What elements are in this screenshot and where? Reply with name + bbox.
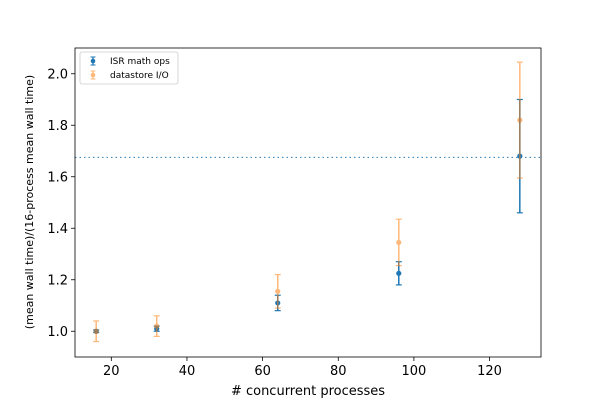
x-tick-label: 100 [401, 364, 426, 379]
y-axis-label: (mean wall time)/(16-process mean wall t… [23, 75, 36, 329]
legend-dot [90, 72, 96, 78]
x-tick-label: 60 [254, 364, 271, 379]
y-tick-label: 1.2 [47, 273, 68, 288]
data-point [517, 117, 523, 123]
x-axis-ticks: 20 40 60 80 100 120 [103, 357, 502, 379]
legend-entries: ISR math ops datastore I/O [90, 56, 170, 81]
legend-marker [90, 70, 96, 80]
series-layer [93, 61, 523, 343]
data-point [154, 323, 160, 329]
legend-marker [90, 56, 96, 66]
plot-frame [74, 47, 542, 358]
y-tick-label: 1.8 [47, 119, 68, 134]
x-tick-label: 120 [477, 364, 502, 379]
legend: ISR math ops datastore I/O [79, 51, 179, 85]
data-point [93, 328, 99, 334]
y-tick-label: 1.0 [47, 325, 68, 340]
legend-label: ISR math ops [110, 57, 170, 67]
data-point [396, 270, 402, 276]
data-point [396, 239, 402, 246]
y-axis-ticks: 1.0 1.2 1.4 1.6 1.8 2.0 [47, 67, 75, 340]
y-tick-label: 1.4 [47, 222, 68, 237]
legend-dot [90, 58, 96, 64]
x-tick-label: 40 [179, 364, 196, 379]
series-datastore-io [93, 61, 523, 343]
legend-box [79, 51, 179, 85]
legend-label: datastore I/O [110, 71, 169, 81]
x-axis-label: # concurrent processes [231, 384, 385, 399]
data-point [275, 288, 281, 294]
y-tick-label: 1.6 [47, 170, 68, 185]
x-tick-label: 80 [330, 364, 347, 379]
x-tick-label: 20 [103, 364, 120, 379]
y-tick-label: 2.0 [47, 67, 68, 82]
